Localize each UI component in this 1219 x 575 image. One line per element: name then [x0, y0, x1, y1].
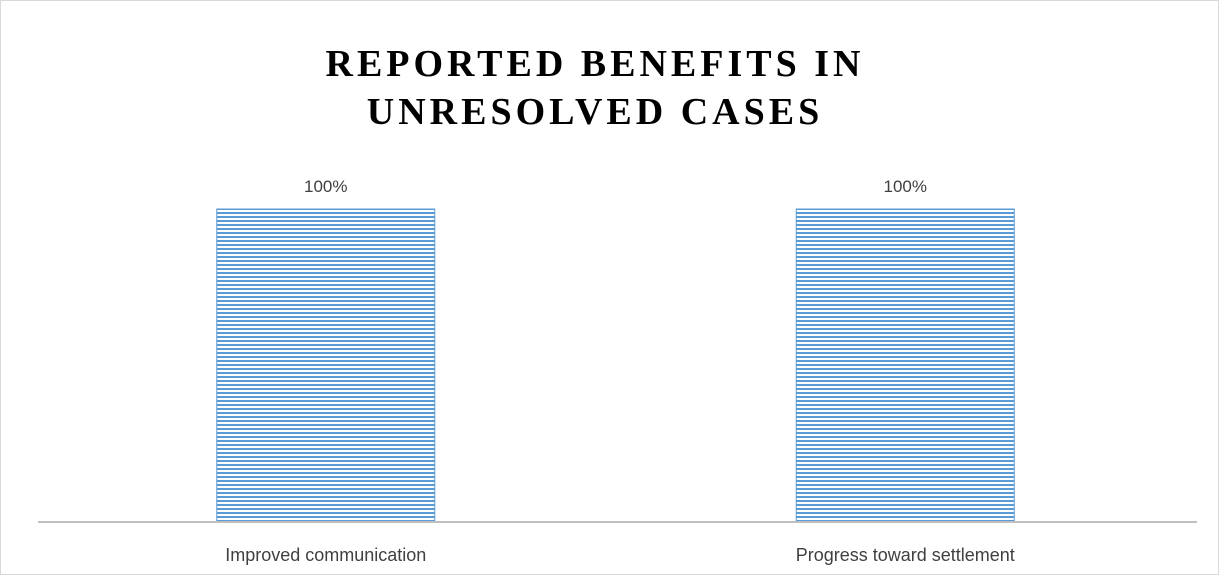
- category-label-2: Progress toward settlement: [796, 545, 1015, 565]
- chart-title-line-2: UNRESOLVED CASES: [366, 91, 824, 133]
- category-label-1: Improved communication: [225, 545, 426, 565]
- chart-title: REPORTED BENEFITS IN UNRESOLVED CASES: [0, 40, 1190, 136]
- bars-layer: [216, 208, 1015, 522]
- data-label-1: 100%: [304, 177, 347, 196]
- data-label-2: 100%: [884, 177, 927, 196]
- labels-layer: 100% Improved communication 100% Progress t…: [225, 177, 1015, 565]
- bar-1: [216, 208, 436, 522]
- bar-2: [795, 208, 1015, 522]
- chart-title-line-1: REPORTED BENEFITS IN: [325, 43, 865, 85]
